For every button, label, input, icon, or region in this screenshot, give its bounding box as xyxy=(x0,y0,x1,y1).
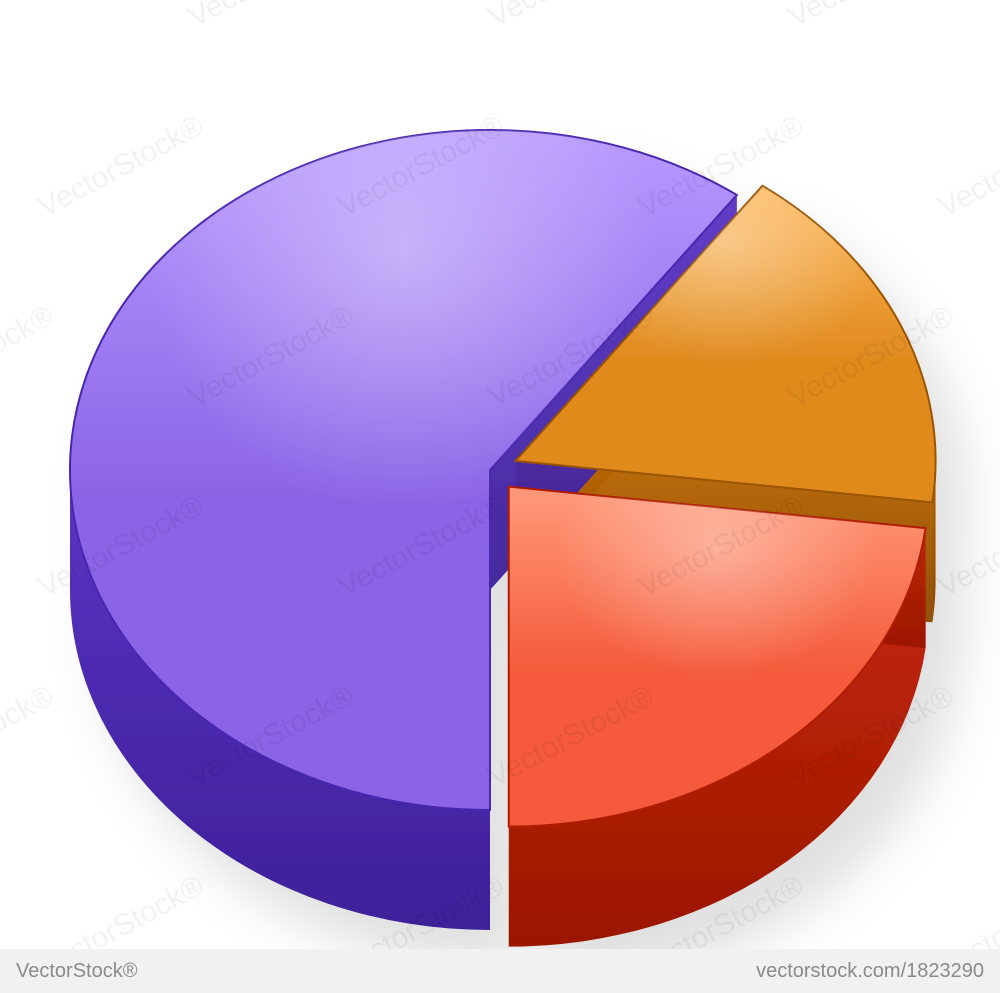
footer-bar: VectorStock® vectorstock.com/1823290 xyxy=(0,949,1000,993)
footer-id: vectorstock.com/1823290 xyxy=(756,960,984,983)
stage: VectorStock®VectorStock®VectorStock®Vect… xyxy=(0,0,1000,993)
footer-brand: VectorStock® xyxy=(16,960,137,983)
pie-chart-3d xyxy=(0,0,1000,993)
